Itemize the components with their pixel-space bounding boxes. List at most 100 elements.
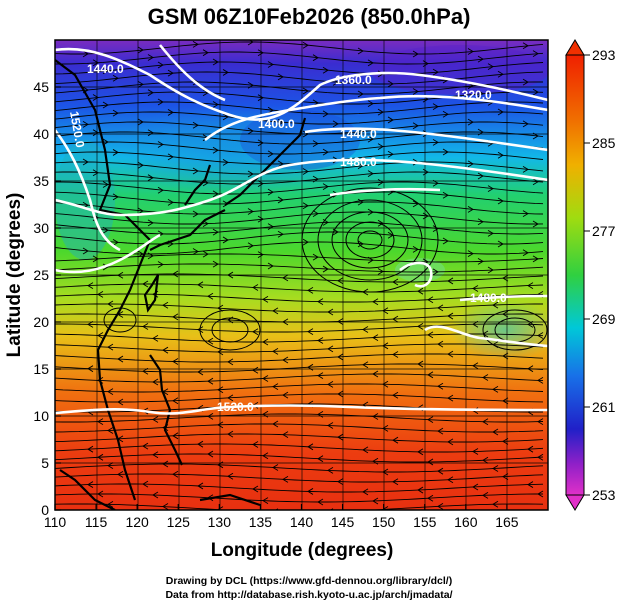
wind-arrowhead [432, 179, 439, 187]
streamline [55, 303, 543, 313]
streamline [55, 121, 544, 135]
wind-arrowhead [157, 141, 164, 148]
streamline [55, 161, 544, 175]
wind-arrowhead [102, 101, 109, 109]
wind-arrowhead [322, 183, 329, 190]
wind-arrowhead [272, 347, 279, 355]
contour-label: 1520.0 [217, 400, 254, 414]
wind-arrowhead [382, 468, 389, 476]
streamline [55, 343, 544, 353]
wind-arrowhead [167, 153, 174, 161]
borneo-coastline [59, 469, 116, 510]
streamline [55, 273, 544, 283]
wind-arrowhead [532, 255, 539, 263]
streamline [55, 383, 544, 393]
wind-arrowhead [82, 86, 89, 94]
wind-arrowhead [422, 168, 429, 176]
wind-arrowhead [367, 100, 374, 107]
wind-arrowhead [467, 118, 474, 126]
wind-arrowhead [87, 320, 94, 328]
wind-arrowhead [417, 448, 424, 456]
wind-arrowhead [477, 218, 484, 226]
wind-arrowhead [502, 437, 509, 445]
streamline [55, 41, 544, 55]
wind-arrowhead [377, 268, 384, 275]
wind-arrowhead [137, 207, 144, 215]
streamline [55, 241, 544, 255]
wind-arrowhead [502, 310, 509, 318]
wind-arrowhead [337, 277, 344, 285]
wind-arrowhead [167, 198, 174, 206]
wind-arrowhead [442, 148, 449, 156]
streamline [55, 181, 544, 195]
wind-arrowhead [197, 368, 204, 376]
wind-arrowhead [477, 90, 484, 98]
colorbar-tick-label: 269 [592, 311, 616, 327]
contour-label: 1440.0 [87, 62, 124, 76]
wind-arrowhead [172, 313, 179, 321]
wind-arrowhead [112, 193, 119, 201]
wind-arrowhead [522, 42, 529, 50]
wind-arrowhead [367, 59, 374, 67]
wind-arrowhead [107, 388, 114, 395]
y-tick-label: 45 [33, 79, 49, 95]
streamline [55, 473, 544, 483]
wind-arrowhead [197, 281, 204, 289]
wind-arrowhead [447, 312, 454, 320]
wind-arrowhead [252, 366, 259, 374]
wind-arrowhead [467, 48, 474, 55]
streamline [55, 313, 544, 323]
wind-arrowhead [417, 323, 424, 330]
wind-arrowhead [267, 262, 274, 270]
wind-arrowhead [102, 226, 109, 234]
wind-arrowhead [277, 230, 284, 238]
y-tick-label: 20 [33, 314, 49, 330]
wind-arrowhead [87, 445, 94, 453]
wind-arrowhead [327, 345, 334, 353]
wind-arrowhead [437, 503, 444, 510]
wind-arrowhead [92, 169, 99, 177]
colorbar-ticks: 293 285 277 269 261 253 [584, 47, 616, 503]
wind-arrowhead [387, 116, 394, 124]
wind-arrowhead [252, 284, 259, 291]
wind-arrowhead [107, 462, 114, 469]
wind-arrowhead [212, 228, 219, 236]
wind-arrowhead [117, 398, 124, 406]
chart-title: GSM 06Z10Feb2026 (850.0hPa) [148, 4, 471, 29]
wind-arrowhead [137, 250, 144, 258]
wind-arrowhead [492, 301, 499, 309]
contour-line [459, 294, 548, 302]
wind-arrowhead [97, 377, 104, 384]
wind-arrowhead [267, 106, 274, 114]
wind-arrowhead [147, 89, 154, 97]
colorbar-tick-label: 293 [592, 47, 616, 63]
wind-arrowhead [337, 433, 344, 441]
wind-arrowhead [427, 331, 434, 339]
wind-arrowhead [272, 464, 279, 471]
wind-arrowhead [162, 503, 169, 510]
wind-arrowhead [147, 174, 154, 182]
wind-arrowhead [257, 251, 264, 259]
wind-arrowhead [377, 178, 384, 186]
streamline [55, 81, 543, 95]
wind-arrowhead [262, 338, 269, 346]
wind-arrowhead [207, 377, 214, 385]
wind-arrowhead [477, 128, 484, 136]
x-tick-label: 140 [290, 514, 314, 530]
wind-arrowhead [97, 453, 104, 461]
x-tick-label: 165 [495, 514, 519, 530]
wind-arrowhead [487, 266, 494, 274]
wind-arrowhead [427, 296, 434, 304]
streamline [55, 231, 544, 245]
wind-arrowhead [497, 240, 504, 248]
streamline [55, 413, 544, 423]
wind-arrowhead [222, 158, 229, 166]
wind-arrowhead [372, 497, 379, 505]
streamline [55, 221, 544, 235]
wind-arrowhead [212, 190, 219, 198]
wind-arrowhead [162, 346, 169, 354]
contour-line [55, 233, 161, 274]
wind-arrowhead [142, 280, 149, 288]
wind-arrowhead [487, 229, 494, 237]
